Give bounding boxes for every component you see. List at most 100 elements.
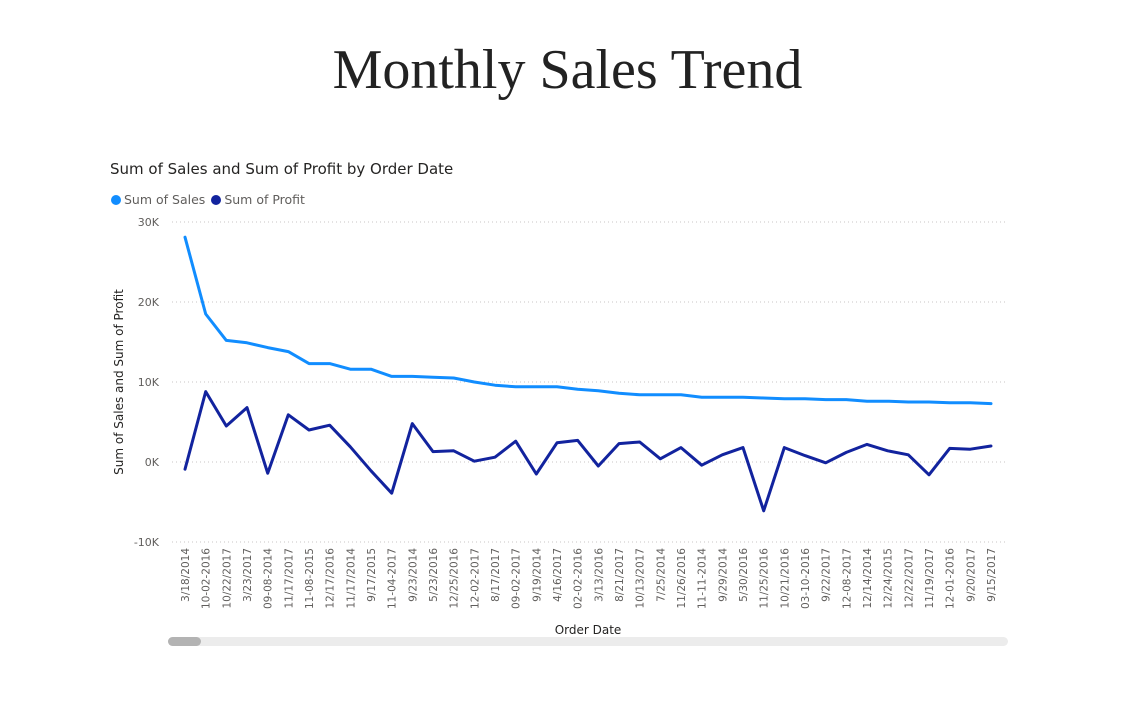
y-tick-label: 30K [138,216,160,229]
chart-legend: Sum of Sales Sum of Profit [111,192,311,207]
data-point-sales [307,362,311,366]
data-point-sales [493,383,497,387]
data-point-profit [762,509,766,513]
x-tick-label: 12-08-2017 [841,548,853,609]
data-point-profit [514,439,518,443]
data-point-profit [183,467,187,471]
x-tick-label: 09-02-2017 [511,548,523,609]
x-tick-label: 9/29/2014 [717,548,729,602]
data-point-profit [369,469,373,473]
data-point-profit [948,446,952,450]
data-point-sales [183,235,187,239]
legend-label-profit: Sum of Profit [224,192,305,207]
data-point-profit [658,457,662,461]
data-point-sales [452,376,456,380]
data-point-profit [700,463,704,467]
legend-item-sales[interactable]: Sum of Sales [111,192,205,207]
x-tick-label: 02-02-2016 [573,548,585,609]
data-point-profit [741,446,745,450]
data-point-sales [803,397,807,401]
x-tick-label: 11-11-2014 [697,548,709,609]
y-tick-label: 0K [145,456,160,469]
series-line-sales [183,235,993,406]
data-point-sales [286,350,290,354]
data-point-profit [555,441,559,445]
x-tick-label: 12-01-2016 [945,548,957,609]
data-point-sales [534,385,538,389]
data-point-profit [968,447,972,451]
horizontal-scrollbar[interactable] [168,637,1008,646]
data-point-sales [410,374,414,378]
y-tick-label: 20K [138,296,160,309]
data-point-profit [679,446,683,450]
x-tick-label: 12-02-2017 [469,548,481,609]
x-tick-label: 10/21/2016 [779,548,791,609]
legend-marker-profit [211,194,222,205]
x-tick-label: 11-08-2015 [304,548,316,609]
data-point-profit [803,454,807,458]
x-tick-label: 4/16/2017 [552,548,564,602]
data-point-sales [204,312,208,316]
x-tick-label: 12/22/2017 [903,548,915,609]
data-point-profit [452,449,456,453]
data-point-sales [514,385,518,389]
data-point-sales [638,393,642,397]
data-point-profit [576,438,580,442]
x-tick-label: 11/25/2016 [759,548,771,609]
x-tick-label: 11/19/2017 [924,548,936,609]
data-point-profit [638,440,642,444]
data-point-profit [307,428,311,432]
data-point-sales [968,401,972,405]
data-point-sales [328,362,332,366]
y-tick-label: 10K [138,376,160,389]
data-point-profit [782,446,786,450]
x-tick-label: 03-10-2016 [800,548,812,609]
x-tick-label: 11/17/2017 [283,548,295,609]
data-point-sales [865,399,869,403]
y-axis-title: Sum of Sales and Sum of Profit [112,289,126,475]
x-tick-label: 10/13/2017 [635,548,647,609]
data-point-sales [824,398,828,402]
series-line-profit [183,390,993,513]
x-tick-label: 09-08-2014 [263,548,275,609]
x-tick-label: 12/17/2016 [325,548,337,609]
data-point-sales [472,380,476,384]
data-point-sales [989,402,993,406]
data-point-sales [390,374,394,378]
data-point-sales [245,341,249,345]
x-tick-label: 8/17/2017 [490,548,502,602]
data-point-sales [700,395,704,399]
data-point-profit [410,422,414,426]
data-point-profit [596,464,600,468]
data-point-profit [472,459,476,463]
x-tick-label: 12/14/2014 [862,548,874,609]
x-tick-label: 10/22/2017 [221,548,233,609]
data-point-sales [369,367,373,371]
x-tick-label: 3/23/2017 [242,548,254,602]
data-point-profit [224,424,228,428]
x-tick-label: 9/15/2017 [986,548,998,602]
data-point-sales [658,393,662,397]
x-tick-label: 11/17/2014 [345,548,357,609]
x-tick-label: 11-04-2017 [387,548,399,609]
x-tick-label: 9/17/2015 [366,548,378,602]
data-point-profit [927,473,931,477]
scrollbar-thumb[interactable] [168,637,201,646]
x-tick-label: 5/30/2016 [738,548,750,602]
data-point-sales [741,395,745,399]
data-point-profit [286,413,290,417]
data-point-sales [224,338,228,342]
data-point-profit [824,461,828,465]
data-point-sales [927,400,931,404]
x-tick-label: 9/22/2017 [821,548,833,602]
chart-title: Sum of Sales and Sum of Profit by Order … [110,160,454,178]
data-point-sales [844,398,848,402]
data-point-sales [348,367,352,371]
data-point-sales [617,391,621,395]
legend-item-profit[interactable]: Sum of Profit [211,192,305,207]
x-tick-label: 9/23/2014 [407,548,419,602]
data-point-sales [762,396,766,400]
x-axis-title: Order Date [555,623,622,637]
data-point-sales [596,389,600,393]
